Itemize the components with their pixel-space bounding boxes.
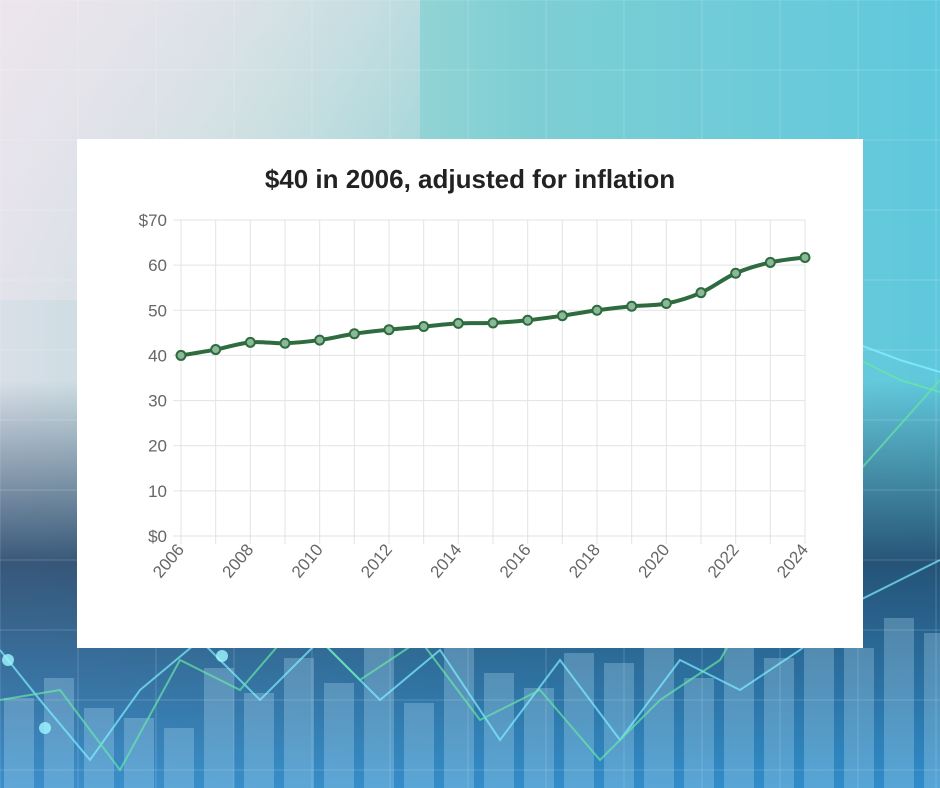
x-tick-label: 2022 [704, 540, 743, 581]
data-point [314, 334, 326, 346]
grid [173, 219, 806, 544]
x-tick-label: 2018 [565, 540, 604, 581]
data-point [279, 337, 291, 349]
data-point [452, 317, 464, 329]
chart-title: $40 in 2006, adjusted for inflation [265, 164, 675, 194]
y-tick-label: 60 [148, 256, 167, 275]
data-point [210, 344, 222, 356]
line-chart: $40 in 2006, adjusted for inflation $70 6… [139, 164, 812, 582]
y-tick-label: $70 [139, 211, 167, 230]
data-point [764, 256, 776, 268]
x-tick-label: 2024 [773, 540, 812, 581]
data-point [418, 321, 430, 333]
data-point [730, 267, 742, 279]
data-point [626, 300, 638, 312]
data-point [556, 310, 568, 322]
x-tick-label: 2016 [496, 540, 535, 581]
x-tick-label: 2010 [288, 540, 327, 581]
data-point [487, 317, 499, 329]
x-axis-ticks: 2006 2008 2010 2012 2014 2016 2018 2020 2022 2024 [149, 540, 812, 581]
data-point [695, 287, 707, 299]
data-point [660, 298, 672, 310]
data-point [799, 251, 811, 263]
y-tick-label: 50 [148, 301, 167, 320]
data-points [175, 251, 811, 361]
data-point [348, 328, 360, 340]
x-tick-label: 2008 [219, 540, 258, 581]
y-tick-label: 10 [148, 482, 167, 501]
data-point [244, 336, 256, 348]
y-tick-label: $0 [148, 527, 167, 546]
data-point [591, 304, 603, 316]
data-point [522, 314, 534, 326]
data-point [383, 324, 395, 336]
y-tick-label: 40 [148, 346, 167, 365]
x-tick-label: 2012 [357, 540, 396, 581]
x-tick-label: 2020 [635, 540, 674, 581]
y-axis-ticks: $70 60 50 40 30 20 10 $0 [139, 211, 167, 546]
data-point [175, 349, 187, 361]
y-tick-label: 20 [148, 437, 167, 456]
x-tick-label: 2014 [427, 540, 466, 581]
chart-card: $40 in 2006, adjusted for inflation $70 6… [77, 139, 863, 648]
x-tick-label: 2006 [149, 540, 188, 581]
y-tick-label: 30 [148, 392, 167, 411]
